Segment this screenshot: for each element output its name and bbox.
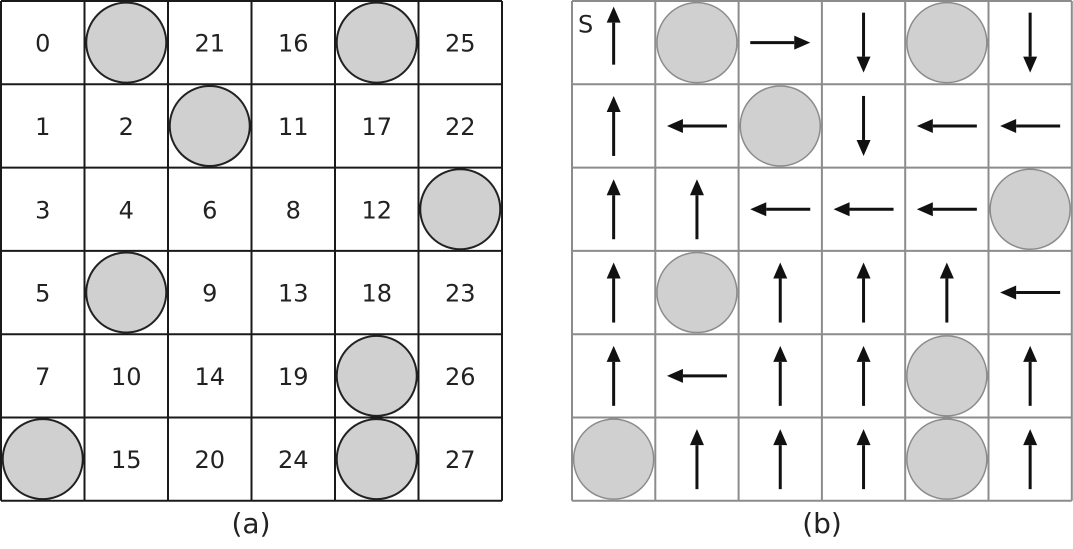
cell-number: 10: [111, 363, 142, 391]
cell-number: 23: [445, 280, 476, 308]
policy-arrow: [773, 345, 788, 406]
policy-arrow: [773, 429, 788, 490]
cell-number: 0: [35, 30, 50, 58]
cell-number: 25: [445, 30, 476, 58]
obstacle-circle: [85, 251, 168, 334]
policy-arrow: [1023, 345, 1038, 406]
cell-number: 11: [278, 113, 309, 141]
cell-number: 22: [445, 113, 476, 141]
policy-arrow: [916, 118, 977, 133]
policy-arrow: [916, 202, 977, 217]
obstacle-circle: [906, 1, 988, 84]
cell-number: 24: [278, 446, 309, 474]
cell-number: 5: [35, 280, 50, 308]
cell-number: 19: [278, 363, 309, 391]
policy-arrow: [606, 6, 621, 65]
obstacle-circle: [168, 84, 251, 167]
cell-number: 13: [278, 280, 309, 308]
policy-arrow: [606, 262, 621, 323]
cell-number: 27: [445, 446, 476, 474]
policy-arrow: [939, 262, 954, 323]
policy-arrow: [689, 429, 704, 490]
policy-arrow: [750, 35, 811, 50]
panel-a-caption: (a): [231, 507, 270, 540]
obstacle-circle: [85, 1, 168, 84]
cell-number: 3: [35, 196, 50, 224]
policy-arrow: [1000, 118, 1061, 133]
cell-number: 9: [202, 280, 217, 308]
panel-b-grid: S: [571, 0, 1073, 502]
cell-number: 2: [119, 113, 134, 141]
policy-arrow: [833, 202, 894, 217]
policy-arrow: [750, 202, 811, 217]
obstacle-circle: [989, 168, 1071, 250]
panel-a-grid: 0 21 16 251 2 11 17 223 4 6 8 125 9 13 18 237 10 14 19 2615…: [0, 0, 503, 502]
cell-number: 17: [361, 113, 392, 141]
start-label: S: [578, 11, 593, 39]
obstacle-circle: [335, 334, 418, 417]
cell-number: 18: [361, 280, 392, 308]
obstacle-circle: [739, 85, 821, 167]
cell-number: 14: [194, 363, 225, 391]
policy-arrow: [606, 179, 621, 240]
cell-number: 26: [445, 363, 476, 391]
obstacle-circle: [656, 1, 738, 84]
cell-number: 7: [35, 363, 50, 391]
policy-arrow: [689, 179, 704, 240]
cell-number: 20: [194, 446, 225, 474]
cell-number: 16: [278, 30, 309, 58]
cell-number: 21: [194, 30, 225, 58]
obstacle-circle: [656, 251, 738, 334]
policy-arrow: [773, 262, 788, 323]
cell-number: 8: [286, 196, 301, 224]
policy-arrow: [1000, 285, 1061, 300]
cell-number: 15: [111, 446, 142, 474]
obstacle-circle: [335, 418, 418, 501]
policy-arrow: [856, 262, 871, 323]
obstacle-circle: [419, 168, 502, 251]
policy-arrow: [856, 345, 871, 406]
obstacle-circle: [1, 418, 84, 501]
policy-arrow: [606, 345, 621, 406]
cell-number: 4: [119, 196, 134, 224]
policy-arrow: [1023, 12, 1038, 73]
cell-number: 12: [361, 196, 392, 224]
policy-arrow: [856, 95, 871, 156]
obstacle-circle: [335, 1, 418, 84]
panel-b-caption: (b): [802, 507, 842, 540]
policy-arrow: [606, 95, 621, 156]
cell-number: 1: [35, 113, 50, 141]
policy-arrow: [856, 429, 871, 490]
policy-arrow: [856, 12, 871, 73]
obstacle-circle: [906, 418, 988, 500]
obstacle-circle: [572, 418, 655, 500]
policy-arrow: [666, 118, 727, 133]
policy-arrow: [666, 368, 727, 383]
policy-arrow: [1023, 429, 1038, 490]
cell-number: 6: [202, 196, 217, 224]
obstacle-circle: [906, 335, 988, 417]
